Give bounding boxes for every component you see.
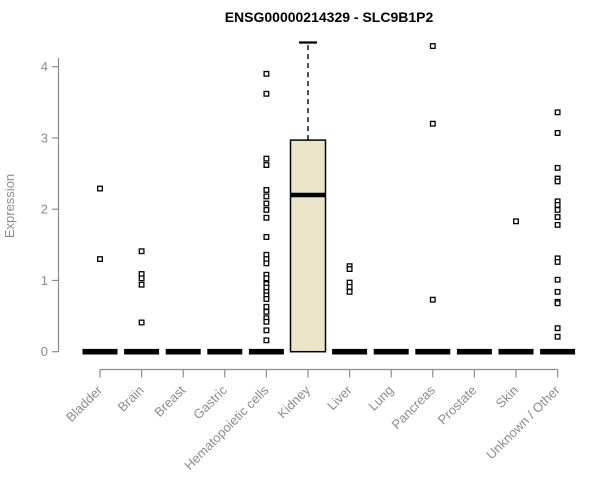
collapsed-box-pancreas: [415, 348, 451, 355]
x-tick-label: Prostate: [435, 383, 480, 428]
outlier-point: [429, 120, 436, 127]
outlier-point: [513, 218, 519, 225]
x-tick-label: Lung: [365, 383, 396, 414]
outlier-point: [263, 308, 270, 315]
outlier-point: [263, 337, 270, 344]
collapsed-box-bladder: [82, 348, 118, 355]
y-tick-label: 2: [41, 202, 48, 217]
outlier-point: [263, 260, 270, 267]
x-tick-label: Breast: [151, 382, 188, 419]
outlier-point: [263, 70, 270, 77]
outlier-point: [554, 109, 561, 116]
y-axis-title: Expression: [2, 174, 17, 238]
outlier-point: [554, 201, 561, 208]
collapsed-box-hematopoietic-cells: [248, 348, 284, 355]
y-tick-label: 0: [41, 344, 48, 359]
outlier-point: [263, 90, 270, 97]
outlier-point: [554, 288, 561, 295]
outlier-point: [263, 206, 270, 213]
collapsed-box-prostate: [456, 348, 492, 355]
x-tick-label: Bladder: [63, 382, 106, 425]
outlier-point: [554, 276, 561, 283]
outlier-point: [429, 43, 436, 49]
outlier-point: [263, 318, 270, 325]
x-tick-label: Gastric: [190, 382, 230, 422]
outlier-point: [263, 214, 270, 221]
outlier-points-layer: [97, 43, 561, 344]
outlier-point: [554, 164, 561, 171]
y-tick-label: 3: [41, 130, 48, 145]
y-tick-label: 4: [41, 59, 48, 74]
y-axis: 0 1 2 3 4: [41, 58, 60, 359]
outlier-point: [138, 248, 145, 255]
outlier-point: [346, 266, 353, 272]
outlier-point: [554, 214, 561, 220]
outlier-point: [263, 193, 270, 200]
outlier-point: [554, 178, 561, 185]
outlier-point: [97, 256, 103, 263]
plot-area: [82, 41, 576, 355]
chart-title: ENSG00000214329 - SLC9B1P2: [225, 9, 434, 25]
outlier-point: [554, 300, 561, 307]
outlier-point: [554, 221, 561, 228]
outlier-point: [554, 258, 561, 265]
collapsed-box-brain: [124, 348, 160, 355]
y-tick-label: 1: [41, 273, 48, 288]
outlier-point: [263, 303, 270, 310]
outlier-point: [263, 234, 270, 240]
outlier-point: [263, 155, 270, 162]
x-tick-label: Liver: [324, 382, 355, 413]
outlier-point: [263, 327, 270, 334]
outlier-point: [346, 283, 353, 290]
outlier-point: [97, 185, 103, 192]
collapsed-box-liver: [332, 348, 368, 355]
outlier-point: [554, 130, 561, 136]
outlier-point: [263, 200, 270, 207]
outlier-point: [263, 296, 270, 302]
x-tick-label: Unknown / Other: [483, 382, 563, 462]
outlier-point: [429, 296, 436, 303]
outlier-point: [554, 206, 561, 213]
x-tick-label: Skin: [493, 383, 521, 411]
outlier-point: [554, 333, 561, 340]
outlier-point: [346, 288, 353, 295]
x-tick-label: Kidney: [274, 382, 313, 421]
outlier-point: [263, 275, 270, 282]
outlier-point: [263, 162, 270, 168]
outlier-point: [138, 275, 145, 282]
outlier-point: [554, 325, 561, 332]
collapsed-box-gastric: [207, 348, 243, 355]
collapsed-box-lung: [373, 348, 409, 355]
outlier-point: [138, 319, 145, 326]
collapsed-box-breast: [165, 348, 201, 355]
x-tick-label: Pancreas: [388, 382, 438, 432]
outlier-point: [138, 281, 145, 288]
collapsed-box-unknown-other: [540, 348, 576, 355]
outlier-point: [263, 187, 270, 193]
x-tick-label: Brain: [115, 383, 147, 415]
box-kidney: [289, 139, 327, 353]
collapsed-box-skin: [498, 348, 534, 355]
